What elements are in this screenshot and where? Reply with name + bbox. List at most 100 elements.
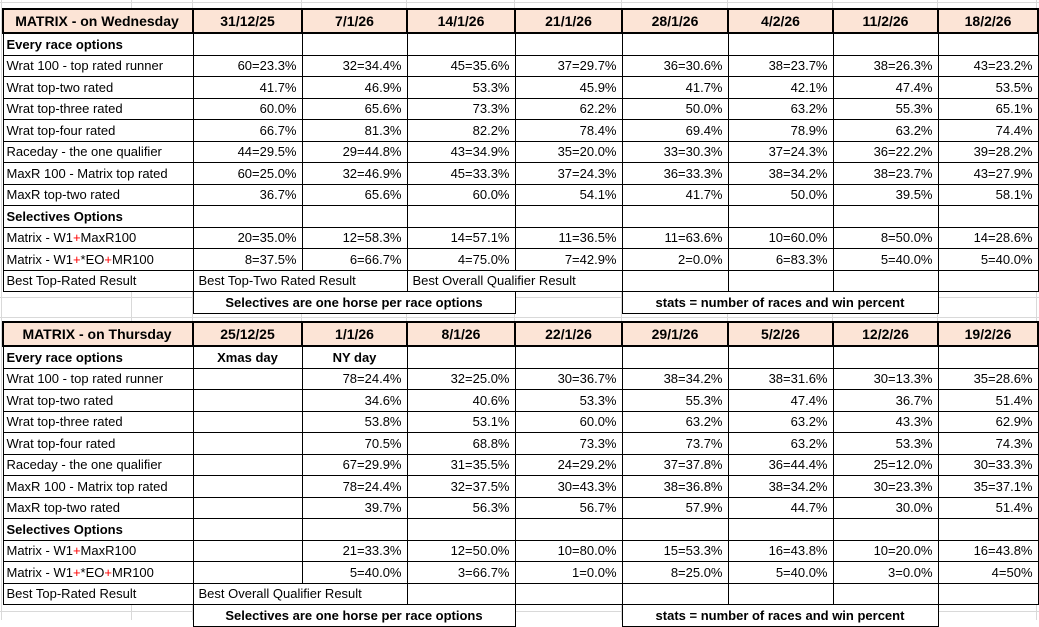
data-cell[interactable]: 53.3% <box>832 432 939 455</box>
row-label-raceday[interactable]: Raceday - the one qualifier <box>2 453 194 476</box>
data-cell[interactable]: 63.2% <box>727 410 834 433</box>
data-cell[interactable]: 69.4% <box>621 119 729 142</box>
data-cell[interactable]: 73.3% <box>514 432 623 455</box>
empty-cell[interactable] <box>192 205 303 228</box>
data-cell[interactable]: 2=0.0% <box>621 248 729 271</box>
data-cell[interactable]: Xmas day <box>192 345 303 369</box>
row-label-raceday[interactable]: Raceday - the one qualifier <box>2 140 194 163</box>
data-cell[interactable]: 10=80.0% <box>514 539 623 562</box>
empty-cell[interactable] <box>406 345 516 369</box>
data-cell[interactable]: 11=63.6% <box>621 226 729 249</box>
data-cell[interactable]: 6=66.7% <box>301 248 408 271</box>
data-cell[interactable]: 53.3% <box>406 76 516 99</box>
data-cell[interactable]: 11=36.5% <box>514 226 623 249</box>
empty-cell[interactable] <box>514 345 623 369</box>
data-cell[interactable]: 33=30.3% <box>621 140 729 163</box>
empty-cell[interactable] <box>832 269 939 292</box>
data-cell[interactable]: 47.4% <box>832 76 939 99</box>
blank-cell[interactable] <box>938 605 1038 627</box>
empty-cell[interactable] <box>937 205 1039 228</box>
data-cell[interactable]: 10=60.0% <box>727 226 834 249</box>
note-cell[interactable]: Selectives are one horse per race option… <box>192 604 516 627</box>
data-cell[interactable]: 6=83.3% <box>727 248 834 271</box>
row-label-matrix-w1-eo-mr100[interactable]: Matrix - W1+*EO+MR100 <box>2 561 194 584</box>
date-header-cell[interactable]: 5/2/26 <box>727 321 834 347</box>
row-label-maxr-top-two[interactable]: MaxR top-two rated <box>2 496 194 519</box>
data-cell[interactable]: 30=43.3% <box>514 475 623 498</box>
data-cell[interactable]: 50.0% <box>621 97 729 120</box>
data-cell[interactable]: 32=37.5% <box>406 475 516 498</box>
empty-cell[interactable] <box>301 205 408 228</box>
data-cell[interactable]: 32=25.0% <box>406 367 516 390</box>
data-cell[interactable]: 62.9% <box>937 410 1039 433</box>
row-label-best-top-rated[interactable]: Best Top-Rated Result <box>2 269 194 292</box>
data-cell[interactable]: 41.7% <box>621 183 729 206</box>
empty-cell[interactable] <box>937 518 1039 541</box>
data-cell[interactable]: 60.0% <box>514 410 623 433</box>
empty-cell[interactable] <box>514 205 623 228</box>
data-cell[interactable]: 63.2% <box>727 432 834 455</box>
table-title[interactable]: MATRIX - on Wednesday <box>2 8 194 34</box>
data-cell[interactable]: 45=33.3% <box>406 162 516 185</box>
empty-cell[interactable] <box>192 475 303 498</box>
empty-cell[interactable] <box>514 582 623 605</box>
date-header-cell[interactable]: 19/2/26 <box>937 321 1039 347</box>
row-label-wrat-top-two[interactable]: Wrat top-two rated <box>2 389 194 412</box>
data-cell[interactable]: 60=23.3% <box>192 54 303 77</box>
empty-cell[interactable] <box>192 453 303 476</box>
data-cell[interactable]: 53.5% <box>937 76 1039 99</box>
data-cell[interactable]: 16=43.8% <box>937 539 1039 562</box>
data-cell[interactable]: 25=12.0% <box>832 453 939 476</box>
empty-cell[interactable] <box>832 32 939 56</box>
empty-cell[interactable] <box>192 432 303 455</box>
data-cell[interactable]: 38=34.2% <box>727 162 834 185</box>
data-cell[interactable]: 45.9% <box>514 76 623 99</box>
data-cell[interactable]: 53.1% <box>406 410 516 433</box>
note-cell[interactable]: stats = number of races and win percent <box>621 604 939 627</box>
data-cell[interactable]: 21=33.3% <box>301 539 408 562</box>
data-cell[interactable]: 38=34.2% <box>621 367 729 390</box>
data-cell[interactable]: 68.8% <box>406 432 516 455</box>
data-cell[interactable]: 3=66.7% <box>406 561 516 584</box>
row-label-every-race-options[interactable]: Every race options <box>2 32 194 56</box>
data-cell[interactable]: 41.7% <box>192 76 303 99</box>
data-cell[interactable]: 73.3% <box>406 97 516 120</box>
data-cell[interactable]: 78.4% <box>514 119 623 142</box>
date-header-cell[interactable]: 31/12/25 <box>192 8 303 34</box>
empty-cell[interactable] <box>192 496 303 519</box>
data-cell[interactable]: 70.5% <box>301 432 408 455</box>
row-label-wrat-top-two[interactable]: Wrat top-two rated <box>2 76 194 99</box>
data-cell[interactable]: 60.0% <box>406 183 516 206</box>
empty-cell[interactable] <box>406 32 516 56</box>
data-cell[interactable]: 34.6% <box>301 389 408 412</box>
empty-cell[interactable] <box>621 269 729 292</box>
row-label-selectives-options[interactable]: Selectives Options <box>2 205 194 228</box>
empty-cell[interactable] <box>727 32 834 56</box>
empty-cell[interactable] <box>727 518 834 541</box>
empty-cell[interactable] <box>832 205 939 228</box>
data-cell[interactable]: 37=24.3% <box>514 162 623 185</box>
row-label-note[interactable] <box>3 292 193 314</box>
data-cell[interactable]: 36=30.6% <box>621 54 729 77</box>
empty-cell[interactable] <box>192 32 303 56</box>
data-cell[interactable]: 42.1% <box>727 76 834 99</box>
data-cell[interactable]: 44.7% <box>727 496 834 519</box>
data-cell[interactable]: 36.7% <box>192 183 303 206</box>
data-cell[interactable]: 43=23.2% <box>937 54 1039 77</box>
data-cell[interactable]: 43=27.9% <box>937 162 1039 185</box>
data-cell[interactable]: 63.2% <box>621 410 729 433</box>
data-cell[interactable]: 81.3% <box>301 119 408 142</box>
empty-cell[interactable] <box>621 345 729 369</box>
empty-cell[interactable] <box>727 205 834 228</box>
data-cell[interactable]: 50.0% <box>727 183 834 206</box>
data-cell[interactable]: 7=42.9% <box>514 248 623 271</box>
empty-cell[interactable] <box>192 410 303 433</box>
empty-cell[interactable] <box>621 205 729 228</box>
empty-cell[interactable] <box>301 518 408 541</box>
date-header-cell[interactable]: 21/1/26 <box>514 8 623 34</box>
date-header-cell[interactable]: 12/2/26 <box>832 321 939 347</box>
blank-cell[interactable] <box>515 605 622 627</box>
data-cell[interactable]: 40.6% <box>406 389 516 412</box>
empty-cell[interactable] <box>514 32 623 56</box>
data-cell[interactable]: 60=25.0% <box>192 162 303 185</box>
